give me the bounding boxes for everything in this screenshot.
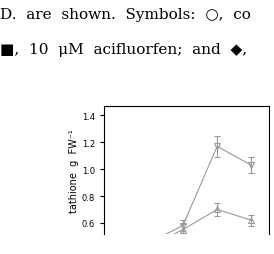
Y-axis label: tathione  g  FW⁻¹: tathione g FW⁻¹ [69, 129, 79, 212]
Text: ■,  10  μM  acifluorfen;  and  ◆,: ■, 10 μM acifluorfen; and ◆, [0, 43, 247, 57]
Text: D.  are  shown.  Symbols:  ○,  co: D. are shown. Symbols: ○, co [0, 8, 251, 22]
